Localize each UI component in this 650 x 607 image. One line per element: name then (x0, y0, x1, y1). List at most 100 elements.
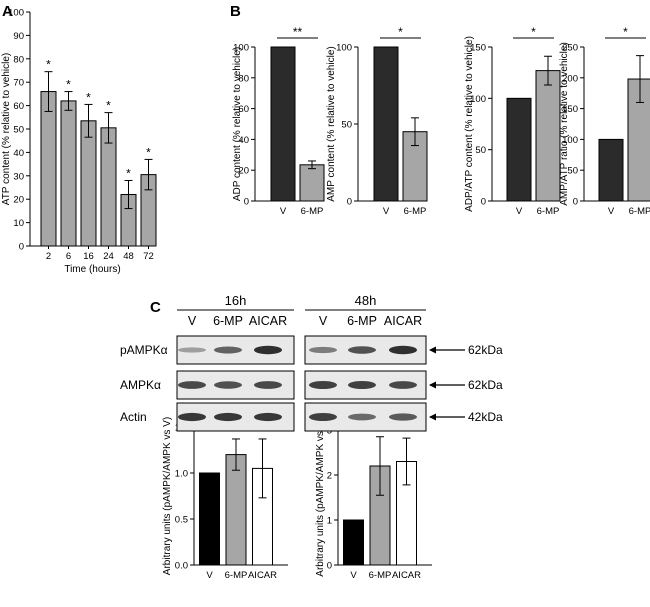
blot-lane-label: AICAR (384, 314, 422, 328)
significance-mark: * (46, 58, 51, 72)
blot-band (348, 413, 376, 421)
bar (225, 454, 247, 566)
x-tick-label: V (516, 206, 523, 217)
x-tick-label: 6-MP (537, 206, 560, 217)
bar (60, 100, 77, 247)
y-tick-label: 250 (562, 43, 578, 54)
blot-band (348, 346, 376, 354)
significance-mark: * (66, 78, 71, 92)
y-tick-label: 0 (481, 197, 486, 208)
y-tick-label: 1.0 (175, 469, 188, 480)
blot-lane-label: 6-MP (213, 314, 243, 328)
significance-label: * (623, 25, 628, 39)
blot-row-label: Actin (120, 410, 147, 424)
blot-band (254, 412, 282, 422)
chart-a: 0 10 20 30 40 50 60 70 80 90 100 ATP content (% rel… (1, 8, 157, 275)
x-tick-label: 6-MP (369, 570, 392, 581)
x-tick-label: 6-MP (404, 206, 427, 217)
y-tick-label: 80 (13, 54, 24, 65)
y-tick-label: 0 (327, 561, 332, 572)
x-tick-label: V (350, 570, 357, 581)
blot-band (348, 381, 376, 389)
y-tick-label: 100 (8, 8, 24, 19)
bar (627, 78, 650, 202)
y-tick-label: 50 (341, 120, 352, 131)
blot-arrowhead (429, 346, 436, 354)
y-axis-label: AMP/ATP ratio (% relative to vehicle) (559, 42, 570, 206)
y-axis-label: ADP content (% relative to vehicle) (232, 47, 243, 201)
y-tick-label: 0.5 (175, 515, 188, 526)
blot-band (254, 345, 282, 355)
x-axis-label: Time (hours) (64, 264, 120, 275)
significance-label: ** (293, 25, 303, 39)
blot-arrowhead (429, 381, 436, 389)
y-tick-label: 20 (238, 166, 249, 177)
y-tick-label: 200 (562, 73, 578, 84)
blot-time-label: 16h (225, 293, 247, 308)
blot-time-label: 48h (355, 293, 377, 308)
significance-mark: * (126, 166, 131, 180)
bar (270, 46, 296, 202)
blot-band (254, 381, 282, 389)
x-tick-label: 48 (123, 251, 134, 262)
x-tick-label: 2 (46, 251, 51, 262)
y-tick-label: 70 (13, 78, 24, 89)
bar (373, 46, 399, 202)
panel-letter-a: A (2, 3, 13, 20)
blot-kda-label: 42kDa (468, 410, 503, 424)
y-axis-label: ATP content (% relative to vehicle) (1, 53, 12, 205)
blot-band (389, 345, 417, 355)
blot-band (178, 381, 206, 389)
blot-band (389, 381, 417, 389)
blot-arrowhead (429, 413, 436, 421)
y-tick-label: 40 (238, 135, 249, 146)
y-tick-label: 40 (13, 148, 24, 159)
y-tick-label: 100 (562, 135, 578, 146)
x-tick-label: 6-MP (301, 206, 324, 217)
y-tick-label: 50 (567, 166, 578, 177)
y-axis-label: ADP/ATP content (% relative to vehicle) (464, 36, 475, 212)
x-tick-label: V (608, 206, 615, 217)
blot-lane-label: 6-MP (347, 314, 377, 328)
y-tick-label: 0 (19, 242, 24, 253)
y-tick-label: 90 (13, 31, 24, 42)
x-tick-label: AICAR (392, 570, 421, 581)
bar (100, 127, 117, 247)
panel-letter-c: C (150, 299, 161, 316)
blot-band (309, 413, 337, 421)
bar (299, 164, 325, 202)
significance-mark: * (106, 99, 111, 113)
bar (535, 70, 561, 202)
y-axis-label: Arbitrary units (pAMPK/AMPK vs V) (315, 418, 326, 576)
y-tick-label: 100 (336, 43, 352, 54)
panel-letter-b: B (230, 3, 241, 20)
y-axis-label: AMP content (% relative to vehicle) (326, 46, 337, 201)
y-tick-label: 0 (573, 197, 578, 208)
bar (80, 120, 97, 247)
blot-row-label: AMPKα (120, 378, 161, 392)
bar (199, 472, 220, 566)
y-tick-label: 1 (327, 516, 332, 527)
x-tick-label: V (383, 206, 390, 217)
blot-kda-label: 62kDa (468, 378, 503, 392)
y-tick-label: 150 (470, 43, 486, 54)
blot-band (214, 381, 242, 389)
x-tick-label: 24 (103, 251, 114, 262)
blot-band (178, 412, 206, 422)
y-tick-label: 60 (13, 101, 24, 112)
significance-mark: * (86, 90, 91, 104)
significance-label: * (398, 25, 403, 39)
y-tick-label: 0.0 (175, 561, 188, 572)
y-tick-label: 30 (13, 171, 24, 182)
y-tick-label: 20 (13, 195, 24, 206)
blot-band (389, 413, 417, 421)
x-tick-label: V (206, 570, 213, 581)
x-tick-label: 16 (83, 251, 94, 262)
y-tick-label: 150 (562, 104, 578, 115)
blot-band (214, 346, 242, 354)
